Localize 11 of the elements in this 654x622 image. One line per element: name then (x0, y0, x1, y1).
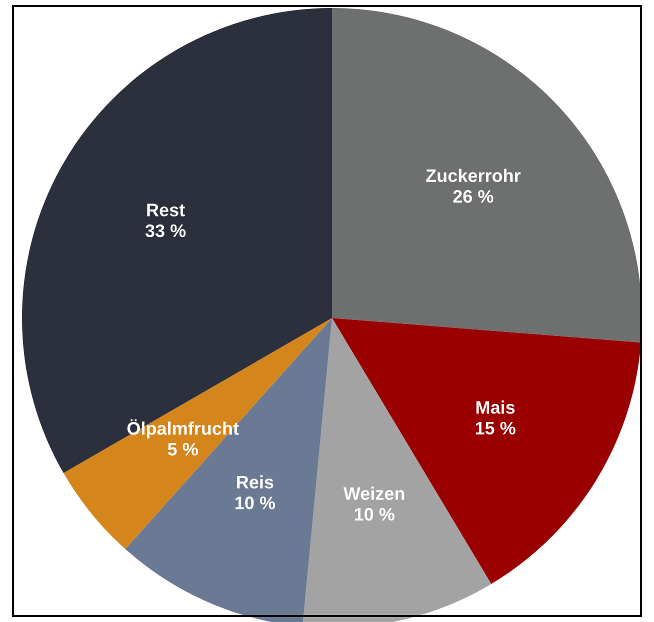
slice-label: Rest (147, 204, 185, 216)
slice-label: Zuckerrohr (426, 168, 521, 182)
data-label: 5 % (168, 442, 198, 456)
slice-label: Mais (476, 400, 515, 414)
data-label: 10 % (354, 508, 394, 521)
slice-label: Reis (237, 475, 274, 489)
slice-label: Weizen (343, 486, 404, 500)
data-label: 10 % (236, 496, 276, 510)
data-label: 15 % (476, 422, 516, 435)
data-label: 33 % (145, 224, 186, 238)
data-label: 26 % (453, 190, 494, 203)
